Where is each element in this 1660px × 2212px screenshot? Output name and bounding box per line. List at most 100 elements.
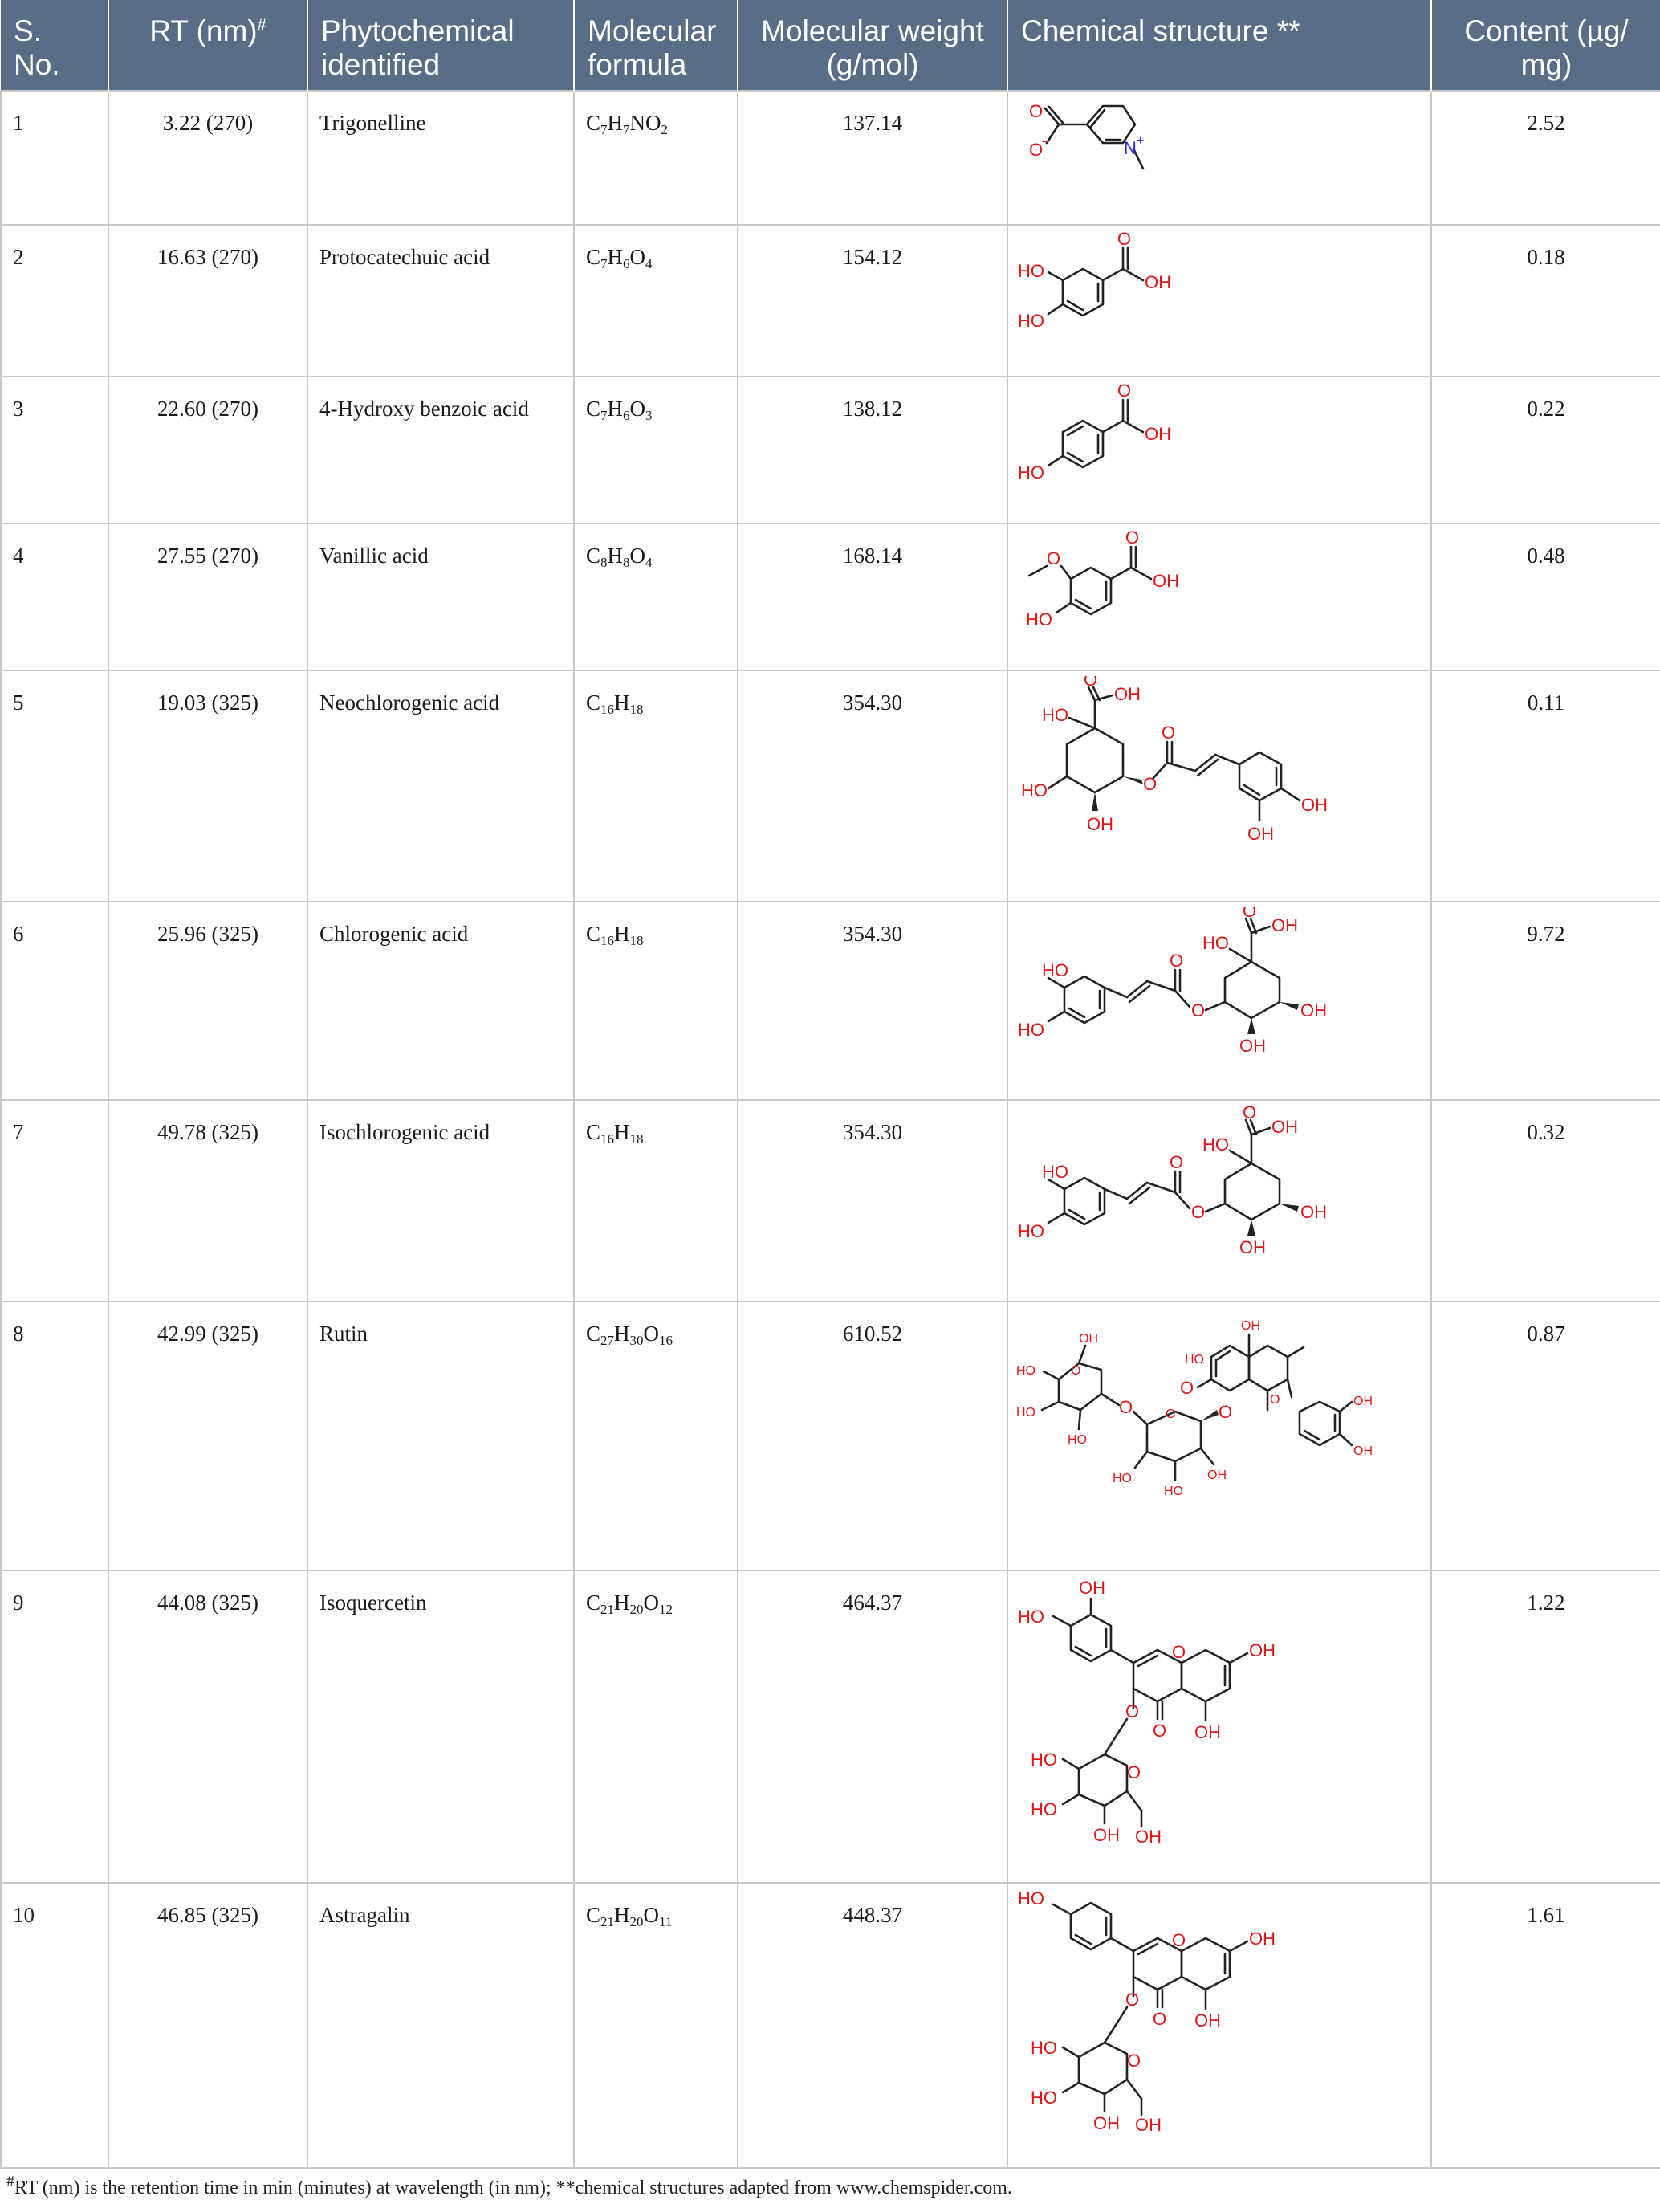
sugar-oh-label-1: OH [1093, 2113, 1120, 2133]
formula-element: O [643, 1322, 660, 1346]
formula-subscript: 21 [600, 1602, 615, 1617]
table-row: 10 46.85 (325) Astragalin C21H20O11 448.… [0, 1882, 1660, 2169]
cell-rt: 42.99 (325) [108, 1301, 308, 1571]
cell-mw: 448.37 [737, 1882, 1008, 2169]
ho-label-top: HO [1042, 960, 1068, 980]
cell-mw: 610.52 [737, 1301, 1008, 1571]
oh-label-right: OH [1300, 1000, 1327, 1020]
cell-structure: O O − N + [1007, 90, 1432, 226]
sugar-ring-o-label: O [1127, 1762, 1141, 1782]
header-phytochemical: Phytochemical identified [307, 0, 575, 91]
ester-o-label: O [1191, 1000, 1205, 1020]
carboxyl-oh-label: OH [1271, 1117, 1298, 1137]
header-formula: Molecular formula [574, 0, 738, 91]
chlorogenic-acid-structure-diagram: HO HO O O O OH HO OH OH [1018, 907, 1327, 1056]
formula-element: C [586, 1591, 601, 1615]
cell-rt: 44.08 (325) [108, 1570, 308, 1884]
ho-label-top: HO [1018, 261, 1044, 281]
isoquercetin-structure-diagram: OH HO O OH O OH O O HO HO OH OH [1018, 1578, 1276, 1847]
formula-subscript: 21 [600, 1914, 615, 1929]
ho-label-ring: HO [1202, 933, 1229, 953]
ho-label-4prime: HO [1018, 1607, 1044, 1627]
formula-subscript: 16 [600, 933, 615, 948]
formula-element: C [586, 245, 601, 269]
table-header-row: S. No. RT (nm)# Phytochemical identified… [1, 0, 1660, 91]
cell-formula: C8H8O4 [573, 523, 738, 671]
cell-mw: 354.30 [737, 901, 1008, 1101]
ho-label-top: HO [1042, 705, 1068, 725]
cell-sno: 3 [0, 376, 109, 524]
formula-subscript: 8 [623, 555, 630, 570]
ho-label-left: HO [1021, 780, 1048, 800]
formula-subscript: 20 [629, 1602, 644, 1617]
carbonyl-o-label: O [1117, 230, 1131, 249]
formula-subscript: 7 [600, 408, 608, 423]
cell-rt: 49.78 (325) [108, 1099, 308, 1302]
table-footnote: #RT (nm) is the retention time in min (m… [6, 2173, 1012, 2199]
formula-element: H [614, 1591, 630, 1615]
oh-label-bottom: OH [1239, 1237, 1266, 1257]
ho-label-ring: HO [1202, 1135, 1229, 1155]
cell-sno: 6 [0, 901, 109, 1101]
table-row: 6 25.96 (325) Chlorogenic acid C16H18 35… [0, 901, 1660, 1101]
cell-content: 1.22 [1430, 1570, 1660, 1884]
cell-structure: O OH HO HO OH O O OH OH [1007, 670, 1432, 902]
cell-name: Protocatechuic acid [307, 224, 575, 377]
glucose-ho-label-1: HO [1113, 1472, 1132, 1485]
cell-structure: O OH HO [1007, 376, 1432, 524]
footnote-text: RT (nm) is the retention time in min (mi… [14, 2177, 1012, 2198]
trigonelline-structure-diagram: O O − N + [1029, 101, 1144, 170]
formula-subscript: 16 [659, 1333, 673, 1348]
carbonyl-o-label: O [1243, 1106, 1256, 1122]
formula-element: C [586, 111, 601, 135]
ester-o-label: O [1143, 774, 1157, 794]
cell-rt: 25.96 (325) [108, 901, 308, 1101]
oh-label: OH [1145, 424, 1171, 444]
table-row: 8 42.99 (325) Rutin C27H30O16 610.52 [0, 1301, 1660, 1571]
header-molecular-weight: Molecular weight (g/mol) [738, 0, 1008, 91]
cell-rt: 19.03 (325) [108, 670, 308, 902]
cell-formula: C16H18 [573, 1099, 738, 1302]
cell-structure: O OH HO HO [1007, 224, 1432, 377]
cell-mw: 138.12 [737, 376, 1008, 524]
cell-name: Isochlorogenic acid [307, 1099, 575, 1302]
ester-carbonyl-o-label: O [1170, 951, 1183, 971]
minus-charge-label: − [1042, 136, 1049, 149]
ester-carbonyl-o-label: O [1170, 1152, 1183, 1172]
formula-element: C [586, 397, 601, 421]
cell-name: Neochlorogenic acid [307, 670, 575, 902]
cell-sno: 10 [0, 1882, 109, 2169]
formula-subscript: 20 [629, 1914, 644, 1929]
table-row: 9 44.08 (325) Isoquercetin C21H20O12 464… [0, 1570, 1660, 1884]
cell-rt: 27.55 (270) [108, 523, 308, 671]
oh-label-7: OH [1249, 1929, 1276, 1949]
cell-name: Isoquercetin [307, 1570, 575, 1884]
formula-subscript: 6 [623, 408, 630, 423]
protocatechuic-acid-structure-diagram: O OH HO HO [1018, 230, 1171, 331]
cell-mw: 354.30 [737, 1099, 1008, 1302]
table-row: 7 49.78 (325) Isochlorogenic acid C16H18… [0, 1099, 1660, 1302]
oh-label-3prime: OH [1353, 1395, 1373, 1408]
ketone-o-label: O [1153, 2009, 1166, 2029]
cell-content: 0.11 [1430, 670, 1660, 902]
ester-o-label: O [1191, 1202, 1205, 1222]
oh-label: OH [1145, 272, 1171, 292]
cell-structure: HO HO O O O OH HO OH OH [1007, 901, 1432, 1101]
formula-subscript: 16 [600, 702, 615, 717]
footnote-mark: # [6, 2173, 14, 2190]
formula-subscript: 6 [623, 256, 630, 271]
sugar-oh-label-2: OH [1135, 2115, 1162, 2135]
cell-name: Rutin [307, 1301, 575, 1571]
formula-element: H [614, 1120, 630, 1144]
cell-sno: 9 [0, 1570, 109, 1884]
formula-subscript: 18 [629, 933, 644, 948]
formula-element: H [614, 922, 630, 946]
sugar-ring-o-label: O [1127, 2051, 1141, 2071]
oh-label-bottom: OH [1239, 1036, 1266, 1056]
pyridinium-n-label: N [1124, 138, 1137, 158]
table-row: 2 16.63 (270) Protocatechuic acid C7H6O4… [0, 224, 1660, 377]
catechol-oh-label-right: OH [1301, 795, 1328, 815]
carbonyl-o-label: O [1125, 529, 1139, 548]
formula-element: H [607, 544, 624, 568]
ho-label-bottom: HO [1018, 1221, 1044, 1241]
